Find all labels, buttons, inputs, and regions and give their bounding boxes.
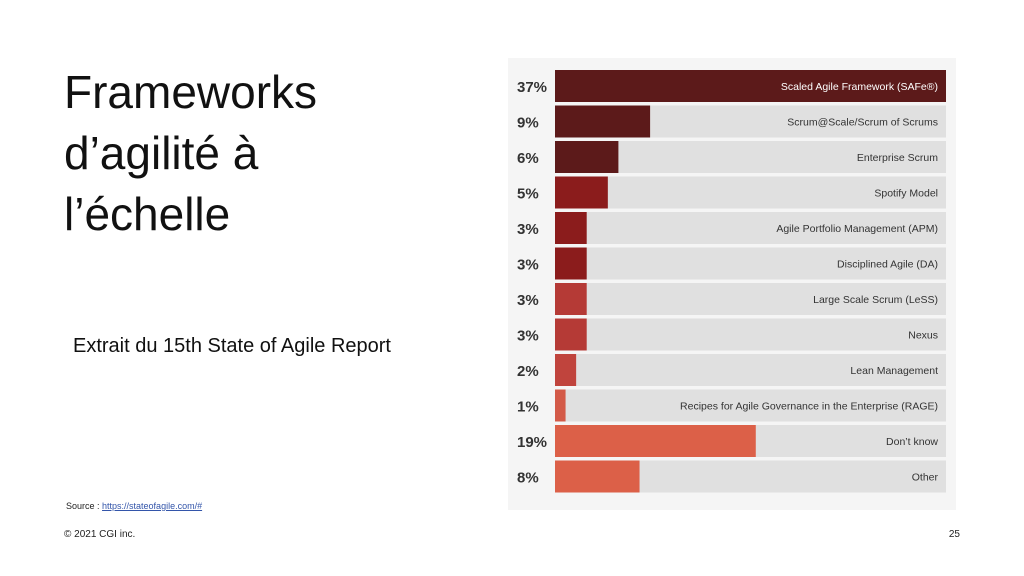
category-label: Lean Management — [850, 365, 938, 377]
bar — [555, 318, 587, 351]
bar — [555, 105, 651, 138]
bar-track — [555, 389, 946, 422]
value-label: 8% — [517, 470, 539, 487]
chart-panel: 37% Scaled Agile Framework (SAFe®) 9% Scrum… — [508, 58, 956, 510]
copyright: © 2021 CGI inc. — [64, 529, 136, 540]
slide-title-line: Frameworks — [64, 66, 318, 118]
bar — [555, 425, 756, 457]
category-label: Other — [912, 472, 939, 484]
category-label: Enterprise Scrum — [857, 152, 938, 164]
slide-title-line: d’agilité à — [64, 127, 259, 179]
page-number: 25 — [948, 529, 960, 540]
bar — [555, 141, 619, 173]
bar-track — [555, 318, 946, 351]
value-label: 5% — [517, 186, 539, 203]
bar — [555, 283, 587, 315]
category-label: Disciplined Agile (DA) — [837, 259, 938, 271]
category-label: Scrum@Scale/Scrum of Scrums — [787, 117, 938, 129]
bar-track — [555, 141, 946, 173]
bar-chart: 37% Scaled Agile Framework (SAFe®) 9% Scrum… — [517, 70, 946, 493]
bar-track — [555, 283, 946, 315]
bar — [555, 389, 566, 422]
slide-title: Frameworks d’agilité à l’échelle — [64, 62, 444, 245]
value-label: 19% — [517, 434, 547, 451]
bar-track — [555, 212, 946, 244]
category-label: Large Scale Scrum (LeSS) — [813, 294, 938, 306]
category-label: Spotify Model — [874, 188, 938, 200]
category-label: Scaled Agile Framework (SAFe®) — [781, 81, 938, 93]
slide-subtitle: Extrait du 15th State of Agile Report — [73, 335, 391, 357]
bar — [555, 354, 577, 386]
bar — [555, 70, 946, 102]
bar — [555, 460, 640, 493]
bar — [555, 212, 587, 244]
bar-track — [555, 247, 946, 280]
bar — [555, 247, 587, 280]
value-label: 3% — [517, 292, 539, 309]
value-label: 3% — [517, 328, 539, 345]
slide-title-line: l’échelle — [64, 188, 231, 240]
bar-track — [555, 176, 946, 209]
value-label: 3% — [517, 257, 539, 274]
value-label: 1% — [517, 399, 539, 416]
value-label: 3% — [517, 221, 539, 238]
bar-track — [555, 354, 946, 386]
category-label: Don’t know — [886, 436, 938, 448]
value-label: 9% — [517, 115, 539, 132]
source-note: Source : https://stateofagile.com/# — [66, 501, 202, 511]
value-label: 37% — [517, 79, 547, 96]
source-link[interactable]: https://stateofagile.com/# — [102, 501, 203, 511]
bar — [555, 176, 608, 209]
value-label: 6% — [517, 150, 539, 167]
source-prefix: Source : — [66, 501, 103, 511]
category-label: Nexus — [908, 330, 938, 342]
category-label: Recipes for Agile Governance in the Ente… — [680, 401, 938, 413]
category-label: Agile Portfolio Management (APM) — [776, 223, 938, 235]
value-label: 2% — [517, 363, 539, 380]
